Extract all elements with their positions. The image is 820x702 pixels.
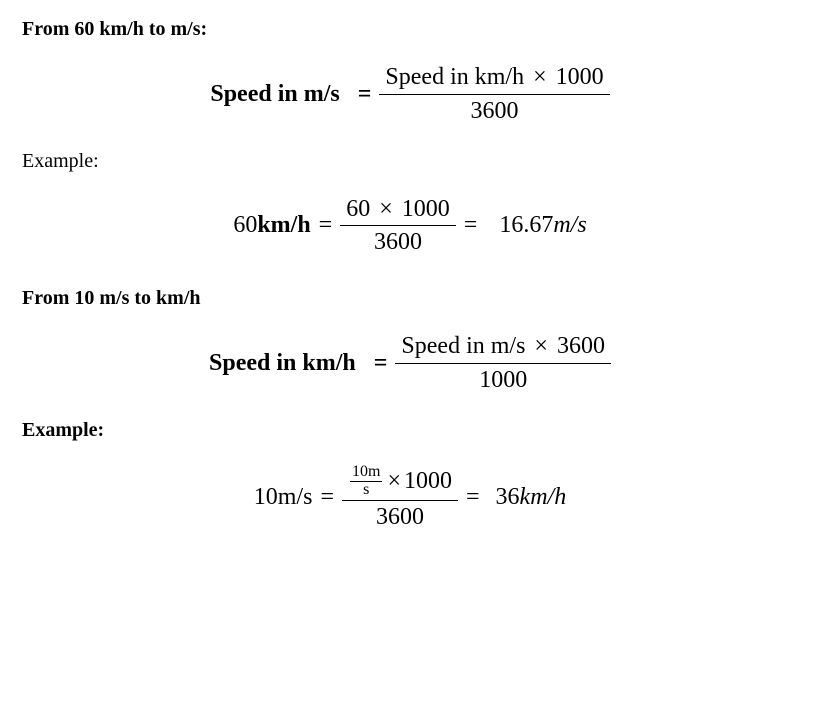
- formula1-num-right: 1000: [556, 64, 604, 90]
- example1-lhs-unit: km/h: [257, 212, 310, 238]
- formula2-fraction: Speed in m/s × 3600 1000: [395, 332, 611, 395]
- example2-lhs: 10m/s: [254, 484, 313, 511]
- example2-eq2: =: [466, 484, 480, 511]
- section1-formula: Speed in m/s = Speed in km/h × 1000 3600: [22, 63, 798, 126]
- example2-inner-fraction: 10m s: [350, 464, 382, 499]
- section1-heading: From 60 km/h to m/s:: [22, 18, 798, 41]
- example1-result-m: m: [553, 212, 570, 238]
- formula1-eq: =: [358, 81, 372, 108]
- example1-num-left: 60: [346, 196, 370, 222]
- formula2-denominator: 1000: [473, 364, 533, 395]
- example1-numerator: 60 × 1000: [340, 195, 456, 227]
- example1-eq2: =: [464, 212, 478, 239]
- section1-example-label: Example:: [22, 150, 798, 173]
- example1-lhs: 60km/h: [233, 212, 310, 239]
- formula1-fraction: Speed in km/h × 1000 3600: [379, 63, 609, 126]
- section1-example: 60km/h = 60 × 1000 3600 = 16.67m/s: [22, 195, 798, 258]
- example1-result: 16.67m/s: [493, 212, 586, 239]
- formula1-denominator: 3600: [465, 95, 525, 126]
- formula2-num-left: Speed in m/s: [401, 333, 525, 359]
- example2-result-m: m: [530, 484, 547, 510]
- example2-result-k: k: [520, 484, 531, 510]
- example2-fraction: 10m s × 1000 3600: [342, 464, 458, 532]
- section2-formula: Speed in km/h = Speed in m/s × 3600 1000: [22, 332, 798, 395]
- example1-denominator: 3600: [368, 226, 428, 257]
- formula2-eq: =: [374, 350, 388, 377]
- example2-numerator: 10m s × 1000: [342, 464, 458, 502]
- formula1-numerator: Speed in km/h × 1000: [379, 63, 609, 95]
- example2-inner-den: s: [361, 482, 371, 499]
- formula1-num-left: Speed in km/h: [385, 64, 524, 90]
- example2-lhs-unit: m/s: [278, 484, 313, 510]
- formula2-num-right: 3600: [557, 333, 605, 359]
- formula1-lhs: Speed in m/s: [210, 81, 339, 108]
- example2-lhs-value: 10: [254, 484, 278, 510]
- example1-lhs-value: 60: [233, 212, 257, 238]
- example2-times: ×: [384, 467, 404, 496]
- section2-example-label: Example:: [22, 419, 798, 442]
- example1-result-s: s: [577, 212, 586, 238]
- example2-result-value: 36: [496, 484, 520, 510]
- example2-num-right: 1000: [404, 467, 452, 496]
- example2-result: 36km/h: [496, 484, 567, 511]
- example1-num-right: 1000: [402, 196, 450, 222]
- example2-denominator: 3600: [370, 501, 430, 532]
- example1-eq: =: [319, 212, 333, 239]
- formula2-numerator: Speed in m/s × 3600: [395, 332, 611, 364]
- example2-eq: =: [320, 484, 334, 511]
- example1-fraction: 60 × 1000 3600: [340, 195, 456, 258]
- example1-result-value: 16.67: [499, 212, 553, 238]
- example2-result-h: h: [554, 484, 566, 510]
- example2-inner-num: 10m: [350, 464, 382, 482]
- example1-times: ×: [376, 196, 396, 222]
- formula2-lhs: Speed in km/h: [209, 350, 356, 377]
- section2-example: 10m/s = 10m s × 1000 3600 = 36km/h: [22, 464, 798, 532]
- formula1-times: ×: [530, 64, 550, 90]
- formula2-times: ×: [531, 333, 551, 359]
- section2-heading: From 10 m/s to km/h: [22, 287, 798, 310]
